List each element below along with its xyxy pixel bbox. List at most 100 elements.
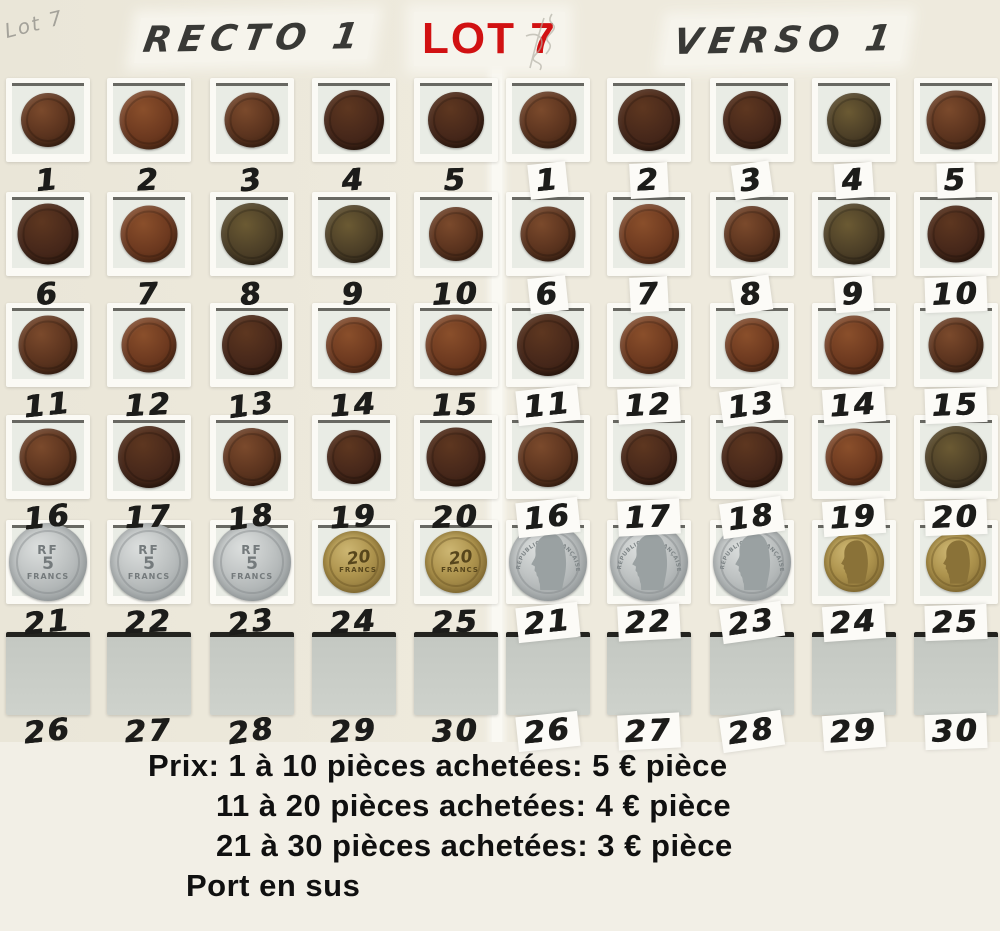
coin-number: 7 [136, 276, 162, 313]
recto-cell-13: 13 [210, 303, 294, 426]
recto-cell-15: 15 [414, 303, 498, 424]
recto-cell-26: 26 [6, 632, 90, 752]
marianne-head-icon [841, 540, 868, 584]
coin-holder [607, 192, 691, 276]
coin-holder [312, 78, 396, 162]
coin-holder [812, 415, 896, 499]
verso-cell-13: 13 [710, 303, 794, 428]
recto-cell-12: 12 [107, 303, 191, 424]
coin-number: 17 [598, 497, 700, 537]
coin-holder [607, 78, 691, 162]
verso-cell-1: 1 [506, 78, 590, 200]
coin-copper-red [121, 317, 177, 373]
verso-cell-17: 17 [607, 415, 691, 537]
coin-holder: RF 5 FRANCS [107, 520, 191, 604]
coin-holder [607, 415, 691, 499]
recto-cell-10: 10 [414, 192, 498, 313]
coin-copper-dark [517, 314, 579, 376]
coin-gold-head [926, 532, 986, 592]
coin-copper [519, 91, 577, 149]
coin-copper [520, 206, 576, 262]
coin-holder [812, 78, 896, 162]
recto-cell-6: 6 [6, 192, 90, 313]
coin-copper-red [620, 316, 678, 374]
coin-holder [506, 78, 590, 162]
empty-holder [506, 632, 590, 715]
verso-cell-2: 2 [607, 78, 691, 199]
coin-holder [710, 192, 794, 276]
coin-holder [506, 303, 590, 387]
coin-copper [18, 315, 78, 375]
coin-holder [107, 78, 191, 162]
coin-number: 22 [124, 603, 174, 642]
coin-number: 12 [124, 386, 174, 425]
recto-cell-1: 1 [6, 78, 90, 199]
coin-copper [724, 206, 780, 262]
empty-holder [107, 632, 191, 715]
coin-copper-dark [723, 91, 781, 149]
recto-cell-8: 8 [210, 192, 294, 313]
recto-cell-27: 27 [107, 632, 191, 752]
scan-seam [492, 64, 502, 754]
coin-copper-red [326, 317, 382, 373]
empty-holder [6, 632, 90, 715]
recto-cell-7: 7 [107, 192, 191, 313]
coin-number: 20 [905, 498, 1000, 537]
verso-cell-3: 3 [710, 78, 794, 201]
coin-copper-red [119, 90, 179, 150]
coin-number: 20 [431, 499, 481, 536]
recto-cell-17: 17 [107, 415, 191, 536]
silver-coin-face: RF 5 FRANCS [26, 542, 70, 581]
recto-cell-2: 2 [107, 78, 191, 199]
coin-number: 5 [905, 161, 1000, 199]
empty-holder [812, 632, 896, 715]
coin-copper [19, 428, 77, 486]
bottom-band [0, 742, 1000, 931]
coin-number: 10 [905, 275, 1000, 314]
verso-cell-8: 8 [710, 192, 794, 315]
coin-holder [710, 303, 794, 387]
coin-number: 24 [328, 603, 380, 642]
empty-holder [607, 632, 691, 715]
coin-number: 12 [598, 385, 700, 425]
coin-number: 5 [443, 162, 469, 199]
coin-number: 9 [340, 276, 368, 313]
recto-cell-19: 19 [312, 415, 396, 537]
coin-copper-dark [327, 430, 381, 484]
silver-coin-face: RF 5 FRANCS [230, 542, 274, 581]
coin-holder [914, 78, 998, 162]
coin-holder [107, 303, 191, 387]
coin-number: 29 [803, 711, 905, 753]
coin-copper [21, 93, 75, 147]
coin-holder [6, 415, 90, 499]
coin-number: 30 [431, 713, 481, 750]
silver-coin-face: RF 5 FRANCS [127, 542, 171, 581]
coin-copper-red [425, 314, 487, 376]
verso-cell-16: 16 [506, 415, 590, 539]
coin-copper-red [825, 428, 883, 486]
coin-holder [6, 192, 90, 276]
coin-copper-red [725, 318, 779, 372]
verso-cell-6: 6 [506, 192, 590, 314]
recto-cell-22: RF 5 FRANCS 22 [107, 520, 191, 641]
coin-copper-dark [324, 90, 384, 150]
coin-copper-green [823, 203, 885, 265]
coin-copper-green [925, 426, 987, 488]
verso-cell-5: 5 [914, 78, 998, 199]
coin-number: 19 [803, 497, 905, 539]
coin-holder [914, 303, 998, 387]
recto-cell-21: RF 5 FRANCS 21 [6, 520, 90, 642]
verso-cell-12: 12 [607, 303, 691, 425]
pencil-scribble [525, 13, 556, 71]
coin-holder [312, 415, 396, 499]
verso-cell-19: 19 [812, 415, 896, 538]
coin-number: 15 [905, 386, 1000, 425]
coin-copper [928, 317, 984, 373]
empty-holder [414, 632, 498, 715]
verso-cell-24: 24 [812, 520, 896, 643]
coin-copper-dark [118, 426, 180, 488]
verso-cell-29: 29 [812, 632, 896, 752]
recto-cell-18: 18 [210, 415, 294, 538]
coin-holder [812, 192, 896, 276]
